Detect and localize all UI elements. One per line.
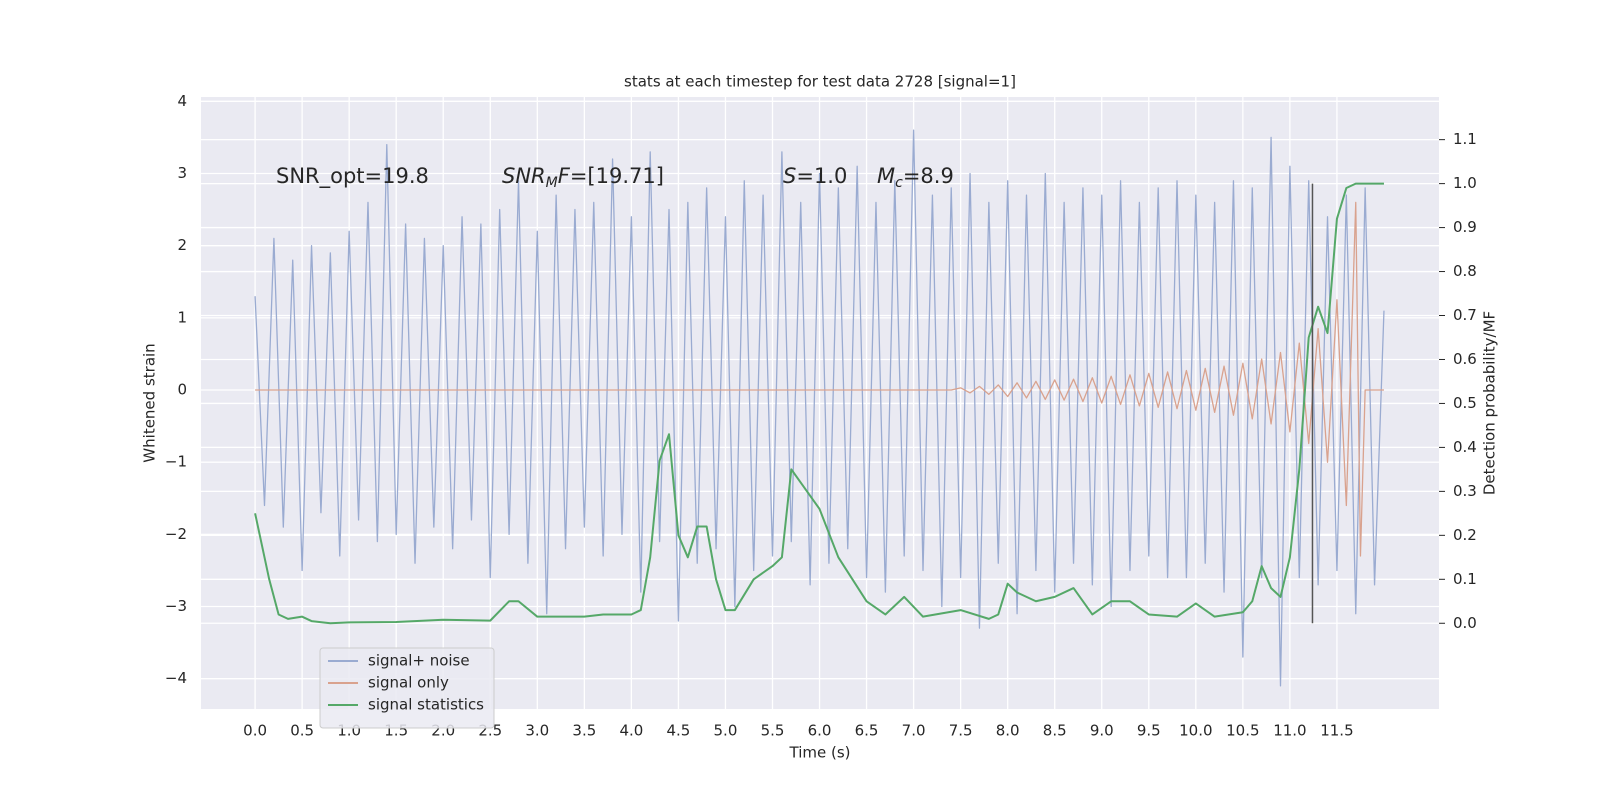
x-tick-label: 11.0 [1273,722,1306,740]
y-tick-label: 2 [177,236,187,254]
x-tick-label: 8.5 [1043,722,1067,740]
y-tick-label: −1 [165,453,187,471]
x-tick-label: 9.0 [1090,722,1114,740]
annotation-part: =8.9 [903,164,954,188]
annotation: S=1.0 [783,164,847,188]
x-tick-label: 9.5 [1137,722,1161,740]
annotation-part: =[19.71] [570,164,664,188]
x-tick-label: 7.5 [949,722,973,740]
y2-tick-label: 1.1 [1453,130,1477,148]
y2-tick-label: 0.6 [1453,350,1477,368]
series-line [254,182,1384,625]
y-tick-label: 0 [177,381,187,399]
annotation-part: F [558,164,571,188]
legend-label: signal only [368,674,449,692]
x-tick-label: 3.5 [572,722,596,740]
x-tick-label: 11.5 [1320,722,1353,740]
annotation-part: SNR_opt=19.8 [276,164,429,189]
y-tick-label: 4 [177,92,187,110]
annotation-part: M [546,175,558,191]
y2-tick-label: 0.4 [1453,438,1477,456]
y-tick-label: −2 [165,525,187,543]
annotation-part: M [877,164,895,188]
annotation-part: =1.0 [796,164,847,188]
y-axis-label: Whitened strain [141,343,159,462]
annotation: Mc=8.9 [877,164,954,191]
x-tick-label: 6.0 [808,722,832,740]
x-tick-label: 6.5 [855,722,879,740]
legend-box [319,647,495,729]
x-tick-label: 3.0 [525,722,549,740]
y2-tick-label: 1.0 [1453,174,1477,192]
y-tick-label: 1 [177,308,187,326]
series-line [254,129,1385,687]
y2-tick-label: 0.1 [1453,570,1477,588]
y-tick-label: 3 [177,164,187,182]
annotation-part: c [895,175,903,191]
x-axis-label: Time (s) [789,744,851,762]
x-tick-label: 4.5 [666,722,690,740]
legend-label: signal statistics [368,696,484,714]
y2-tick-label: 0.0 [1453,614,1477,632]
x-tick-label: 10.0 [1179,722,1212,740]
y2-axis-label: Detection probability/MF [1481,311,1499,495]
annotation: SNR_opt=19.8 [276,164,429,189]
x-tick-label: 7.0 [902,722,926,740]
y2-tick-label: 0.3 [1453,482,1477,500]
y2-tick-label: 0.5 [1453,394,1477,412]
x-tick-label: 0.0 [243,722,267,740]
x-tick-label: 0.5 [290,722,314,740]
y2-tick-label: 0.2 [1453,526,1477,544]
annotation: SNRMF=[19.71] [502,164,664,191]
annotation-part: SNR [502,164,546,188]
y2-tick-label: 0.8 [1453,262,1477,280]
annotation-part: S [783,164,796,188]
x-tick-label: 5.5 [761,722,785,740]
x-tick-label: 8.0 [996,722,1020,740]
y-tick-label: −3 [165,597,187,615]
chart-title: stats at each timestep for test data 272… [624,73,1016,91]
y2-tick-label: 0.9 [1453,218,1477,236]
x-tick-label: 5.0 [714,722,738,740]
y-tick-label: −4 [165,669,187,687]
y2-tick-label: 0.7 [1453,306,1477,324]
legend-label: signal+ noise [368,652,470,670]
x-tick-label: 4.0 [619,722,643,740]
x-tick-label: 10.5 [1226,722,1259,740]
series-line [255,201,1384,557]
